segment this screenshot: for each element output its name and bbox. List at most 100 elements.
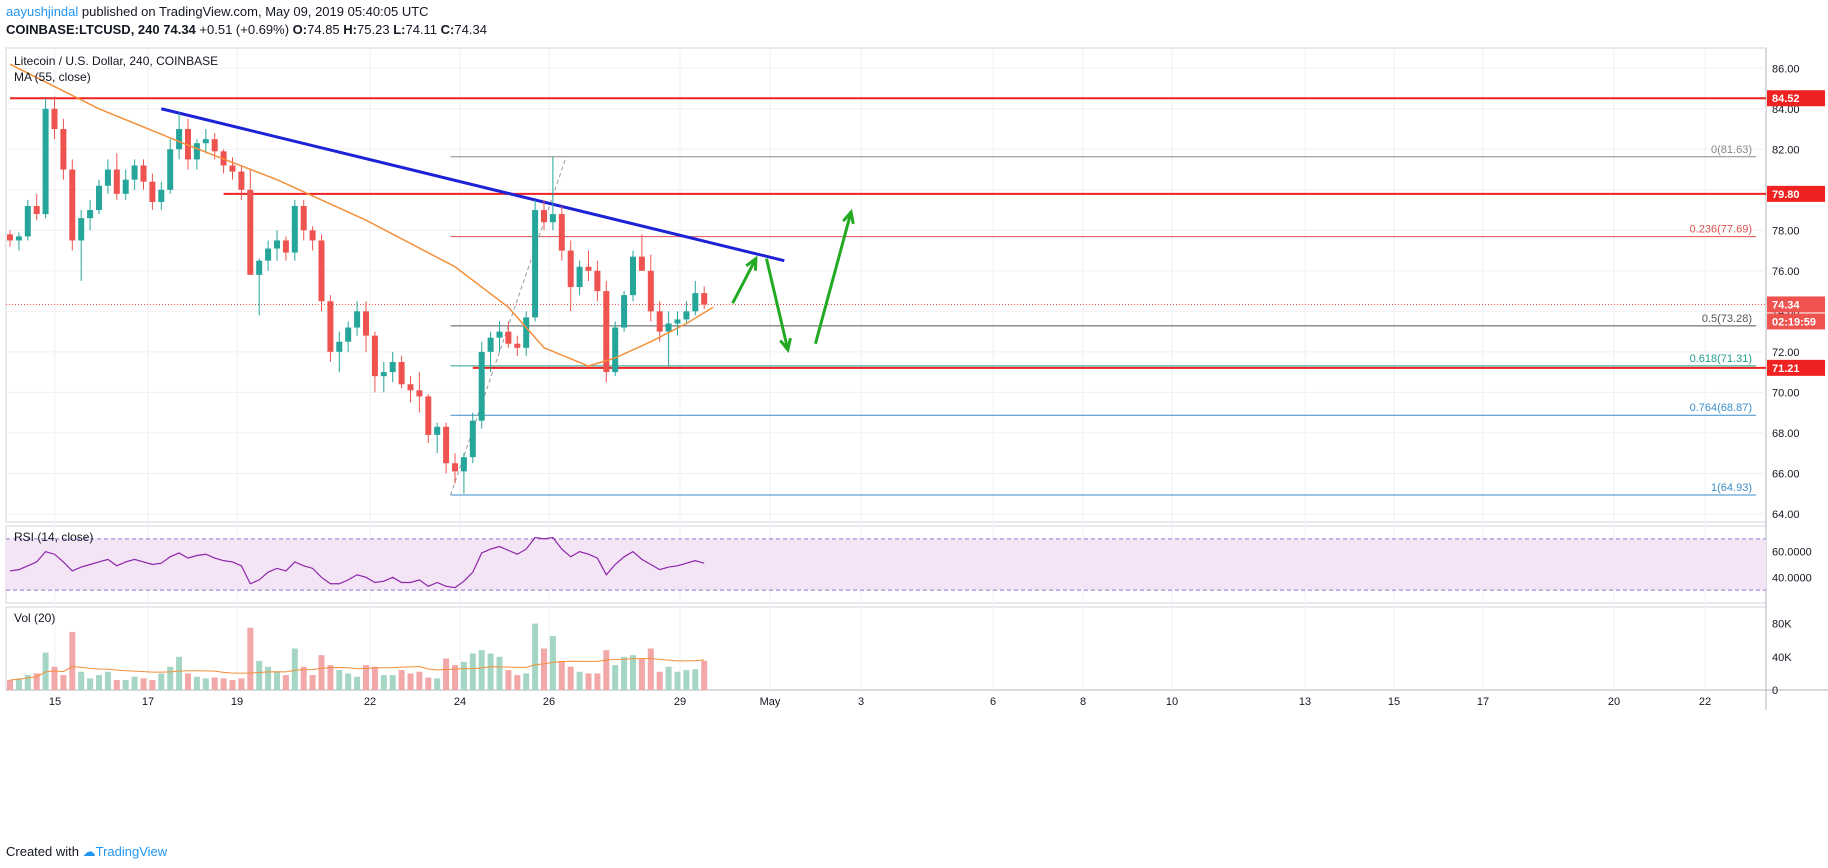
candle	[443, 422, 450, 474]
support-resistance-lines	[10, 97, 1766, 369]
volume-bar	[336, 670, 343, 690]
candle	[238, 165, 245, 200]
candle-body	[647, 270, 654, 312]
moving-average-line	[9, 63, 714, 367]
volume-bar	[683, 670, 690, 690]
time-tick-label: 19	[231, 696, 243, 708]
volume-bar	[113, 680, 120, 690]
candle	[42, 98, 49, 219]
candle-body	[318, 240, 325, 302]
rsi-tick-label: 40.0000	[1772, 572, 1812, 584]
candle	[282, 236, 289, 261]
candle	[674, 311, 681, 336]
candle	[567, 240, 574, 312]
candle	[514, 335, 521, 356]
candle	[113, 153, 120, 200]
support-price-label: 71.21	[1772, 363, 1800, 375]
volume-bar	[15, 678, 22, 690]
candle-body	[630, 256, 636, 296]
volume-bar	[274, 671, 280, 690]
candle	[389, 351, 396, 383]
candle	[496, 321, 503, 352]
volume-bar	[692, 669, 699, 690]
price-tick-label: 64.00	[1772, 509, 1800, 521]
volume-bar	[371, 666, 378, 690]
fib-level-label: 1(64.93)	[1711, 482, 1752, 494]
candle	[345, 321, 352, 352]
price-tick-label: 68.00	[1772, 428, 1800, 440]
volume-bar	[69, 631, 76, 690]
candle	[104, 159, 111, 194]
author-link[interactable]: aayushjindal	[6, 4, 79, 19]
candle	[140, 159, 147, 190]
volume-bar	[309, 675, 316, 690]
candle	[371, 331, 378, 393]
candle-body	[256, 260, 263, 275]
rsi-band	[6, 538, 1766, 591]
candle	[7, 230, 13, 247]
candle	[380, 361, 387, 393]
last-price: 74.34	[163, 22, 196, 37]
volume-bar	[532, 623, 539, 690]
candle	[487, 331, 494, 373]
price-axis: 86.0084.0082.0080.0078.0076.0074.0072.00…	[6, 63, 1800, 521]
ma-legend: MA (55, close)	[14, 70, 91, 84]
candle	[167, 139, 174, 194]
candle-body	[505, 331, 512, 344]
volume-bar	[434, 678, 441, 690]
time-tick-label: 20	[1608, 696, 1620, 708]
candle	[336, 331, 343, 373]
volume-bar	[202, 678, 209, 690]
candle-body	[567, 250, 574, 288]
volume-bar	[176, 656, 183, 690]
volume-tick-label: 0	[1772, 685, 1778, 697]
volume-bar	[122, 680, 129, 690]
price-tick-label: 70.00	[1772, 387, 1800, 399]
fib-level-label: 0.618(71.31)	[1690, 353, 1752, 365]
price-chart[interactable]: 86.0084.0082.0080.0078.0076.0074.0072.00…	[0, 42, 1828, 840]
current-price-label-bg	[1767, 296, 1825, 313]
time-tick-label: 15	[1388, 696, 1400, 708]
candle	[683, 301, 690, 324]
candle-body	[87, 210, 94, 219]
volume-bar	[487, 653, 494, 690]
candle-body	[434, 426, 441, 435]
candle	[51, 96, 58, 140]
tradingview-brand[interactable]: TradingView	[95, 844, 168, 859]
volume-bar	[300, 666, 307, 690]
candle-body	[193, 143, 200, 160]
volume-bar	[318, 655, 325, 690]
projection-arrow-head	[745, 255, 758, 271]
candle	[692, 280, 699, 316]
time-tick-label: 3	[858, 696, 864, 708]
published-text: published on TradingView.com, May 09, 20…	[78, 4, 429, 19]
resistance-price-label: 79.80	[1772, 189, 1800, 201]
candle-body	[158, 189, 165, 202]
time-tick-label: 26	[543, 696, 555, 708]
time-tick-label: 17	[1477, 696, 1489, 708]
candle-body	[514, 343, 521, 348]
candle	[24, 199, 31, 241]
candle-body	[229, 165, 236, 172]
candle-body	[96, 185, 102, 211]
candle	[647, 254, 654, 322]
candle-body	[469, 420, 476, 458]
volume-bar	[78, 671, 85, 690]
price-tick-label: 84.00	[1772, 104, 1800, 116]
time-tick-label: 24	[454, 696, 466, 708]
price-tick-label: 66.00	[1772, 468, 1800, 480]
candle-body	[247, 189, 254, 275]
candle-body	[309, 230, 316, 241]
candle-body	[443, 426, 450, 464]
close-value: 74.34	[454, 22, 487, 37]
candle	[576, 260, 583, 296]
high-value: 75.23	[357, 22, 390, 37]
candle	[122, 169, 129, 200]
volume-bar	[416, 671, 423, 690]
resistance-price-label: 84.52	[1772, 93, 1800, 105]
volume-bar	[469, 653, 476, 690]
volume-bar	[505, 670, 512, 690]
candle-body	[496, 331, 503, 338]
candle	[78, 210, 85, 281]
volume-bar	[256, 660, 263, 690]
